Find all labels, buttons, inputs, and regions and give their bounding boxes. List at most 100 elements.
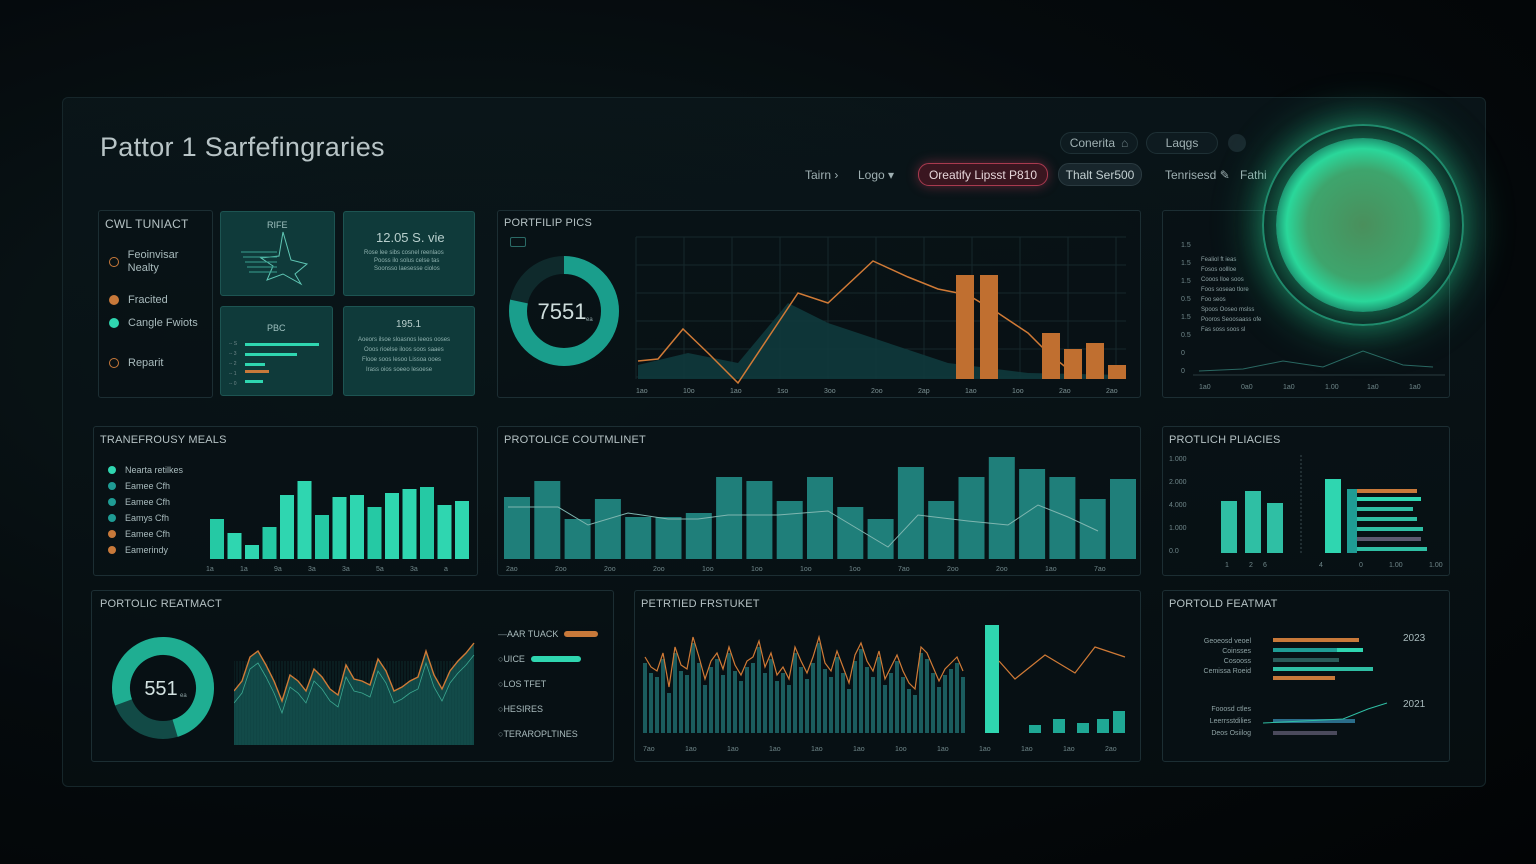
bar [655, 677, 659, 733]
series-line [234, 654, 475, 715]
tile-stats[interactable]: 195.1 Aoeors ilsoe sloasnos leeos ooses … [343, 306, 475, 396]
tile-text: Rose lee sibs cosnel reenlaos [364, 250, 444, 256]
nav-item-fathi[interactable]: Fathi [1240, 168, 1267, 182]
legend-label: LOS TFET [503, 679, 547, 689]
hbar [1273, 638, 1359, 642]
bar [949, 669, 953, 733]
bar [763, 673, 767, 733]
dot-icon [109, 295, 119, 305]
legend-label: AAR TUACK [507, 629, 559, 639]
bar [643, 663, 647, 733]
x-tick-label: 1oo [849, 566, 861, 573]
hbar [1357, 547, 1427, 551]
bar [1042, 333, 1060, 379]
x-tick-label: 1ao [730, 388, 742, 395]
page-title: Pattor 1 Sarfefingraries [100, 132, 385, 162]
bar [262, 527, 277, 559]
row-label: Coinsses [1222, 648, 1251, 655]
x-tick-label: 1a0 [1367, 384, 1379, 391]
bar [799, 667, 803, 733]
tile-text: Ooos rioelse iloos soos saaes [364, 347, 444, 353]
bar [829, 677, 833, 733]
bar [315, 515, 329, 559]
bar [1086, 343, 1104, 379]
hbar [1357, 517, 1417, 521]
x-tick-label: 3a [342, 566, 350, 573]
bar [871, 677, 875, 733]
bar [811, 663, 815, 733]
tile-text: Pooss ilo solus celse tas [374, 258, 440, 264]
x-tick-label: 1ao [937, 746, 949, 753]
x-tick-label: 1ao [1045, 566, 1057, 573]
bar [958, 477, 985, 559]
bar-chart: 1a 1a 9a 3a 3a 5a 3a a [206, 481, 469, 573]
settings-icon[interactable] [1228, 134, 1246, 152]
status-orb-icon[interactable] [1276, 138, 1450, 312]
nav-item-tairn[interactable]: Tairn › [805, 168, 839, 182]
bar [745, 667, 749, 733]
portfolio-main-chart: 1ao 10o 1ao 1so 3oo 2oo 2ap 1ao 1oo 2ao 2ao [635, 236, 1126, 395]
tile-rife[interactable]: RIFE [220, 211, 335, 296]
edit-icon: ✎ [1219, 168, 1230, 182]
x-tick-label: 1so [777, 388, 788, 395]
x-tick-label: 0a0 [1241, 384, 1253, 391]
chart-text: Foos soseao tlore [1201, 287, 1249, 293]
bar [504, 497, 530, 559]
x-tick-label: 2ao [506, 566, 518, 573]
tile-title: 195.1 [396, 319, 422, 330]
donut-chart: 7551 ea [509, 256, 619, 366]
legend-label: TERAROPLTINES [503, 729, 578, 739]
bar [847, 689, 851, 733]
bar [1325, 479, 1341, 553]
bar [685, 513, 712, 559]
transfer-meals-panel: TRANEFROUSY MEALS Nearta retilkes Eamee C… [93, 426, 478, 576]
y-tick-label: 1.000 [1169, 525, 1187, 532]
x-tick-label: 1a [206, 566, 214, 573]
menu-icon[interactable] [510, 237, 526, 247]
y-tick-label: 0 [1181, 368, 1185, 375]
x-tick-label: 2oo [653, 566, 665, 573]
x-tick-label: 1.00 [1389, 562, 1403, 569]
bar [769, 659, 773, 733]
y-tick-label: 2.000 [1169, 479, 1187, 486]
bar [691, 643, 695, 733]
bar [227, 533, 242, 559]
nav-item-tenrisesd[interactable]: Tenrisesd ✎ [1165, 168, 1230, 182]
y-tick-label: 0.5 [1181, 332, 1191, 339]
highlight-button[interactable]: Oreatify Lipsst P810 [918, 163, 1048, 186]
hbar [1357, 527, 1423, 531]
bar [805, 679, 809, 733]
x-tick-label: 7ao [1094, 566, 1106, 573]
top-pill-1[interactable]: Conerita ⌂ [1060, 132, 1138, 154]
x-tick-label: 1 [1225, 562, 1229, 569]
bar [867, 519, 894, 559]
ring-icon [109, 358, 119, 368]
y-tick-label: 1.5 [1181, 242, 1191, 249]
top-pill-2[interactable]: Laqgs [1146, 132, 1218, 154]
x-tick-label: 1oo [1012, 388, 1024, 395]
bar [1110, 479, 1136, 559]
nav-item-logo[interactable]: Logo ▾ [858, 168, 895, 182]
bar [787, 685, 791, 733]
bar [988, 457, 1015, 559]
legend-item: Reparit [109, 357, 163, 369]
bullet-icon: — [498, 629, 507, 639]
x-tick-label: 0 [1359, 562, 1363, 569]
x-tick-label: 2ao [1106, 388, 1118, 395]
hbar [1357, 497, 1421, 501]
secondary-button[interactable]: Thalt Ser500 [1058, 163, 1142, 186]
bar [925, 659, 929, 733]
bar [746, 481, 773, 559]
tile-pbc[interactable]: PBC -- S -- 3 -- 2 -- 1 -- 0 [220, 306, 333, 396]
legend-item: Eamee Cfh [108, 481, 170, 491]
x-tick-label: 1a [240, 566, 248, 573]
legend-item: ○ HESIRES [498, 704, 543, 714]
x-tick-label: 2ao [1105, 746, 1117, 753]
bar [1245, 491, 1261, 553]
x-tick-label: 1oo [751, 566, 763, 573]
tile-time[interactable]: 12.05 S. vie Rose lee sibs cosnel reenla… [343, 211, 475, 296]
bar [919, 653, 923, 733]
x-tick-label: 1ao [853, 746, 865, 753]
bar [980, 275, 998, 379]
bar [956, 275, 974, 379]
